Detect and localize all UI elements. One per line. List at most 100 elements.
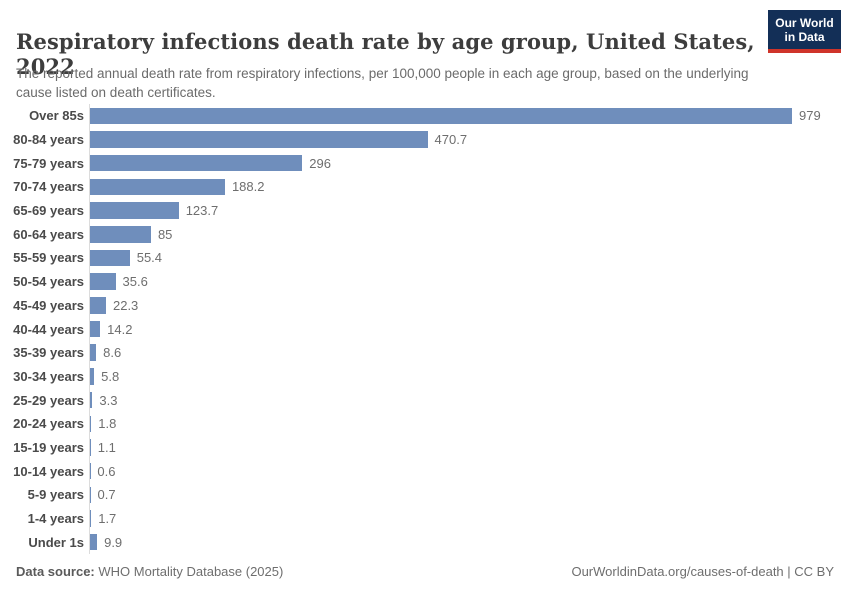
bar-track: 85	[89, 222, 835, 247]
bar-rows: Over 85s 979 80-84 years 470.7 75-79 years 29…	[12, 104, 835, 555]
bar-row: 30-34 years 5.8	[12, 364, 835, 389]
bar[interactable]	[90, 391, 93, 409]
owid-logo-line2: in Data	[784, 29, 825, 44]
bar-row: Under 1s 9.9	[12, 530, 835, 555]
bar[interactable]	[90, 533, 98, 551]
bar[interactable]	[90, 368, 95, 385]
value-label: 3.3	[99, 392, 118, 408]
bar[interactable]	[90, 439, 91, 456]
bar[interactable]	[90, 154, 303, 172]
bar-track: 5.8	[89, 364, 835, 389]
value-label: 1.8	[98, 416, 117, 432]
bar[interactable]	[90, 249, 130, 267]
owid-logo: Our World in Data	[768, 10, 841, 53]
bar-track: 296	[89, 151, 835, 176]
bar-track: 0.6	[89, 459, 835, 483]
value-label: 188.2	[231, 179, 265, 195]
credit-link[interactable]: OurWorldinData.org/causes-of-death | CC …	[571, 564, 834, 579]
category-label: 10-14 years	[13, 463, 84, 479]
value-label: 85	[157, 226, 173, 242]
bar[interactable]	[90, 107, 792, 125]
category-label: 20-24 years	[13, 416, 84, 432]
bar-row: 20-24 years 1.8	[12, 411, 835, 436]
bar-row: 60-64 years 85	[12, 222, 835, 247]
bar[interactable]	[90, 273, 116, 290]
value-label: 123.7	[185, 203, 219, 219]
owid-logo-line1: Our World	[775, 15, 834, 30]
bar[interactable]	[90, 510, 92, 527]
category-label: 75-79 years	[13, 155, 84, 171]
value-label: 979	[799, 108, 821, 124]
bar-row: 45-49 years 22.3	[12, 293, 835, 318]
bar-track: 123.7	[89, 198, 835, 223]
category-label: 1-4 years	[27, 511, 84, 527]
bar-row: 50-54 years 35.6	[12, 269, 835, 294]
chart-title: Respiratory infections death rate by age…	[16, 29, 755, 80]
bar-row: 55-59 years 55.4	[12, 246, 835, 270]
bar-track: 9.9	[89, 530, 835, 555]
category-label: 70-74 years	[13, 179, 84, 195]
value-label: 470.7	[434, 132, 468, 148]
category-label: 50-54 years	[13, 274, 84, 290]
category-label: 55-59 years	[13, 250, 84, 266]
bar-chart: Over 85s 979 80-84 years 470.7 75-79 years 29…	[12, 104, 835, 555]
value-label: 9.9	[104, 534, 123, 550]
bar-row: 10-14 years 0.6	[12, 459, 835, 483]
bar-track: 55.4	[89, 246, 835, 270]
category-label: 40-44 years	[13, 321, 84, 337]
bar[interactable]	[90, 202, 179, 219]
bar-track: 3.3	[89, 388, 835, 412]
value-label: 0.7	[97, 487, 116, 503]
value-label: 0.6	[97, 463, 116, 479]
bar-track: 1.8	[89, 411, 835, 436]
bar-row: 65-69 years 123.7	[12, 198, 835, 223]
bar-track: 979	[89, 104, 835, 128]
category-label: Over 85s	[29, 108, 84, 124]
value-label: 55.4	[136, 250, 163, 266]
category-label: 25-29 years	[13, 392, 84, 408]
bar-row: 1-4 years 1.7	[12, 506, 835, 531]
bar[interactable]	[90, 178, 225, 196]
bar[interactable]	[90, 131, 428, 148]
bar-track: 8.6	[89, 340, 835, 365]
bar-row: 5-9 years 0.7	[12, 483, 835, 507]
value-label: 35.6	[122, 274, 148, 290]
bar-row: 75-79 years 296	[12, 151, 835, 176]
bar-row: 40-44 years 14.2	[12, 317, 835, 341]
chart-footer: Data source: WHO Mortality Database (202…	[16, 564, 834, 579]
bar-track: 1.1	[89, 435, 835, 460]
category-label: 45-49 years	[13, 297, 84, 313]
bar[interactable]	[90, 320, 101, 338]
bar[interactable]	[90, 344, 97, 361]
bar-row: 80-84 years 470.7	[12, 127, 835, 152]
category-label: Under 1s	[28, 534, 84, 550]
data-source-value: WHO Mortality Database (2025)	[98, 564, 284, 579]
value-label: 22.3	[112, 297, 139, 313]
data-source: Data source: WHO Mortality Database (202…	[16, 564, 283, 579]
bar-row: 15-19 years 1.1	[12, 435, 835, 460]
bar-track: 188.2	[89, 175, 835, 199]
bar[interactable]	[90, 297, 106, 314]
bar-track: 470.7	[89, 127, 835, 152]
bar-track: 22.3	[89, 293, 835, 318]
bar[interactable]	[90, 415, 92, 433]
category-label: 5-9 years	[27, 487, 84, 503]
category-label: 80-84 years	[13, 132, 84, 148]
bar-row: Over 85s 979	[12, 104, 835, 128]
value-label: 8.6	[103, 345, 122, 361]
bar-track: 0.7	[89, 483, 835, 507]
bar-track: 1.7	[89, 506, 835, 531]
data-source-label: Data source:	[16, 564, 95, 579]
value-label: 14.2	[107, 321, 133, 337]
category-label: 30-34 years	[13, 368, 84, 384]
category-label: 35-39 years	[13, 345, 84, 361]
bar-row: 25-29 years 3.3	[12, 388, 835, 412]
bar[interactable]	[90, 226, 151, 243]
value-label: 1.1	[97, 439, 116, 455]
value-label: 1.7	[98, 511, 117, 527]
bar[interactable]	[90, 486, 91, 504]
bar-track: 35.6	[89, 269, 835, 294]
bar-row: 35-39 years 8.6	[12, 340, 835, 365]
bar-row: 70-74 years 188.2	[12, 175, 835, 199]
